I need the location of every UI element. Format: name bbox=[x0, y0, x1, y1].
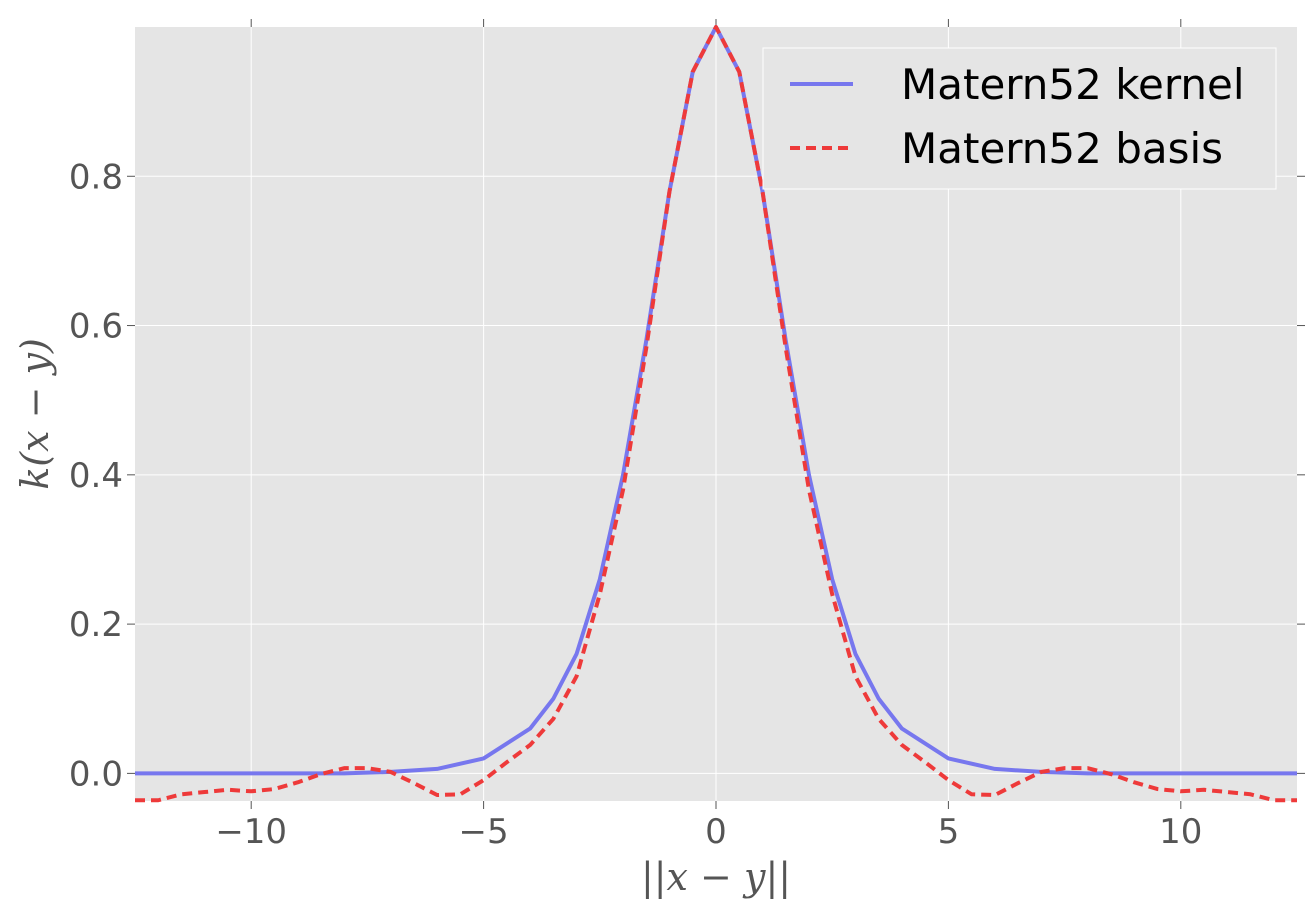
series-line bbox=[135, 25, 1297, 803]
series-group bbox=[135, 25, 1297, 803]
legend-box bbox=[762, 47, 1277, 190]
x-tick-label: 10 bbox=[1159, 812, 1202, 852]
axis-ticks bbox=[127, 19, 1305, 809]
y-tick-label: 0.8 bbox=[69, 157, 123, 197]
legend-label: Matern52 kernel bbox=[901, 60, 1245, 109]
x-axis-label: ||x − y|| bbox=[641, 855, 791, 899]
legend-label: Matern52 basis bbox=[901, 124, 1223, 173]
tick-labels: −10 −5 0 5 10 0.0 0.2 0.4 0.6 0.8 bbox=[69, 157, 1203, 852]
y-tick-label: 0.0 bbox=[69, 754, 123, 794]
x-tick-label: 0 bbox=[705, 812, 727, 852]
x-tick-label: 5 bbox=[938, 812, 960, 852]
y-tick-label: 0.2 bbox=[69, 605, 123, 645]
y-tick-label: 0.4 bbox=[69, 456, 123, 496]
legend: Matern52 kernel Matern52 basis bbox=[762, 47, 1277, 190]
y-axis-label: k(x − y) bbox=[13, 338, 57, 490]
x-tick-label: −5 bbox=[459, 812, 509, 852]
x-tick-label: −10 bbox=[215, 812, 287, 852]
y-tick-label: 0.6 bbox=[69, 307, 123, 347]
